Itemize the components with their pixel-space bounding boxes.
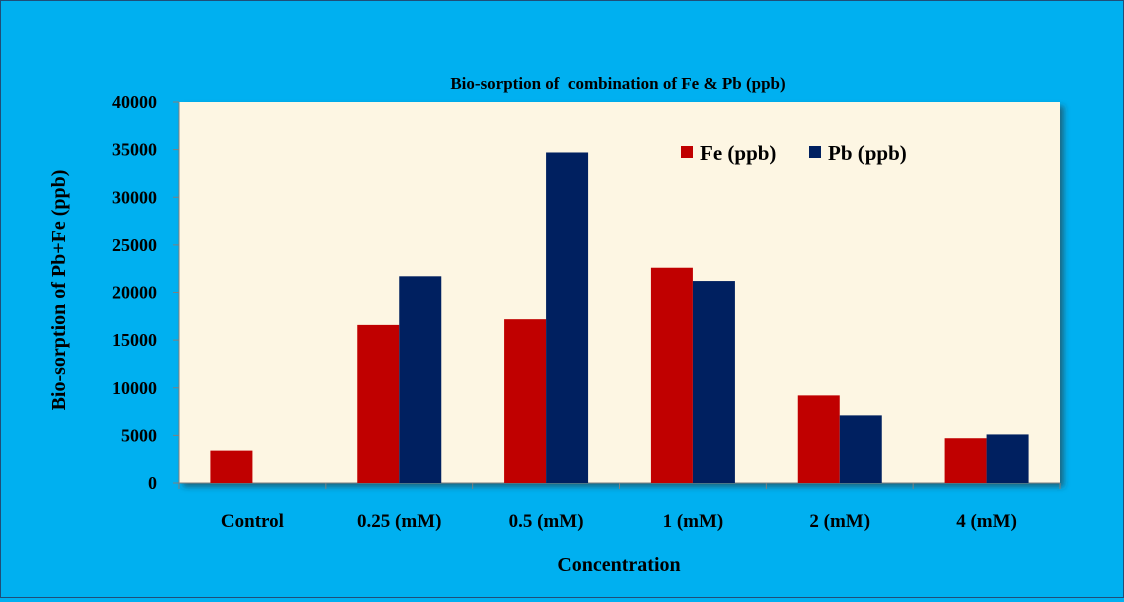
x-axis-title: Concentration (557, 554, 680, 576)
x-tick-label: 0.25 (mM) (357, 511, 441, 532)
y-tick-label: 20000 (112, 283, 157, 303)
plot-area (179, 102, 1060, 483)
y-tick-label: 0 (148, 473, 157, 493)
x-tick-label: 2 (mM) (809, 511, 870, 532)
x-tick-label: Control (221, 511, 284, 532)
bar-fe (210, 450, 253, 483)
bar-fe (797, 395, 840, 483)
axes (173, 101, 1061, 489)
legend-label: Fe (ppb) (700, 141, 776, 165)
bar-pb (986, 434, 1029, 483)
bar-pb (399, 276, 442, 483)
y-tick-label: 40000 (112, 92, 157, 112)
bars (210, 152, 1029, 484)
y-tick-label: 30000 (112, 187, 157, 207)
legend-swatch (681, 146, 693, 158)
y-axis-title: Bio-sorption of Pb+Fe (ppb) (48, 170, 70, 411)
legend-label: Pb (ppb) (828, 141, 907, 165)
y-tick-label: 35000 (112, 140, 157, 160)
y-tick-label: 5000 (121, 425, 157, 445)
y-tick-label: 25000 (112, 235, 157, 255)
legend: Fe (ppb) Pb (ppb) (681, 141, 907, 165)
bar-pb (692, 281, 735, 483)
x-tick-label: 1 (mM) (663, 511, 724, 532)
legend-swatch (809, 146, 821, 158)
x-tick-label: 4 (mM) (956, 511, 1017, 532)
bar-pb (839, 415, 882, 483)
y-tick-label: 10000 (112, 378, 157, 398)
y-tick-label: 15000 (112, 330, 157, 350)
bar-fe (504, 319, 547, 483)
bar-fe (650, 267, 693, 483)
bar-fe (357, 324, 400, 483)
chart-title: Bio-sorption of combination of Fe & Pb (… (450, 74, 785, 93)
bar-fe (944, 438, 987, 483)
bar-pb (546, 152, 589, 484)
x-tick-label: 0.5 (mM) (509, 511, 584, 532)
tick-labels: 0 5000 10000 15000 20000 25000 30000 35000 40000… (112, 92, 1017, 532)
